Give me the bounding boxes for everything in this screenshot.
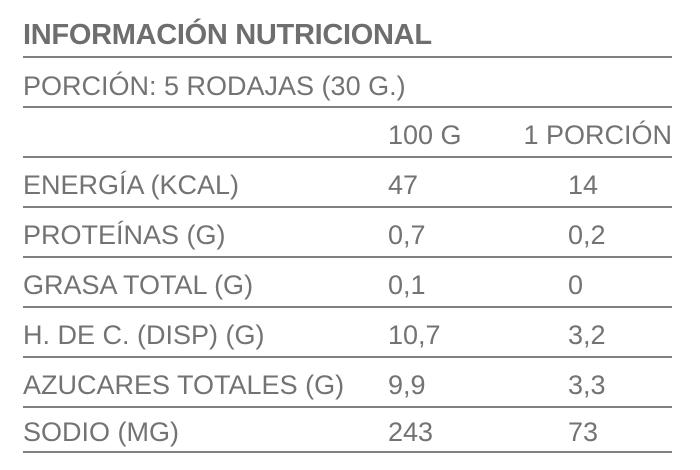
table-title: INFORMACIÓN NUTRICIONAL [23, 0, 672, 58]
table-row: H. DE C. (DISP) (G) 10,7 3,2 [23, 308, 672, 358]
value-per-100g: 9,9 [388, 370, 426, 400]
value-per-100g: 243 [388, 417, 434, 447]
value-per-portion: 0,2 [568, 220, 606, 250]
value-per-portion: 0 [568, 270, 584, 300]
header-label [23, 108, 388, 156]
value-per-portion: 73 [568, 417, 599, 447]
value-per-100g: 0,1 [388, 270, 426, 300]
value-per-portion: 3,3 [568, 370, 606, 400]
portion-size: PORCIÓN: 5 RODAJAS (30 G.) [23, 58, 672, 108]
nutrient-label: AZUCARES TOTALES (G) [23, 370, 345, 400]
nutrition-table: INFORMACIÓN NUTRICIONAL PORCIÓN: 5 RODAJ… [23, 0, 672, 453]
header-per-portion: 1 PORCIÓN [523, 120, 672, 150]
table-row: GRASA TOTAL (G) 0,1 0 [23, 258, 672, 308]
value-per-100g: 0,7 [388, 220, 426, 250]
header-row: 100 G 1 PORCIÓN [23, 108, 672, 158]
value-per-100g: 47 [388, 170, 419, 200]
nutrient-label: ENERGÍA (KCAL) [23, 170, 240, 200]
table-row: SODIO (MG) 243 73 [23, 408, 672, 453]
nutrient-label: GRASA TOTAL (G) [23, 270, 254, 300]
value-per-portion: 3,2 [568, 320, 606, 350]
table-row: PROTEÍNAS (G) 0,7 0,2 [23, 208, 672, 258]
value-per-portion: 14 [568, 170, 599, 200]
header-per-100g: 100 G [388, 120, 462, 150]
nutrient-label: H. DE C. (DISP) (G) [23, 320, 265, 350]
nutrient-label: PROTEÍNAS (G) [23, 220, 226, 250]
table-row: AZUCARES TOTALES (G) 9,9 3,3 [23, 358, 672, 408]
nutrient-label: SODIO (MG) [23, 417, 179, 447]
value-per-100g: 10,7 [388, 320, 441, 350]
table-row: ENERGÍA (KCAL) 47 14 [23, 158, 672, 208]
